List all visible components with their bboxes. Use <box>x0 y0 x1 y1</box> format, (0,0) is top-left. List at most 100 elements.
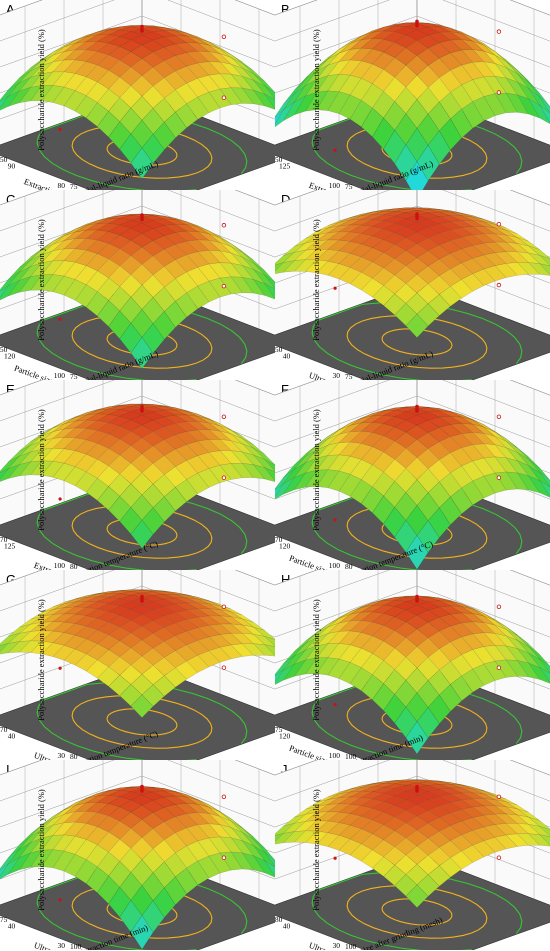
center-point <box>140 404 144 409</box>
center-point <box>140 24 144 29</box>
panel-label: G <box>6 572 16 587</box>
axial-point <box>496 414 502 419</box>
panel-label: A <box>6 2 15 17</box>
x-tick-label: 75 <box>275 725 283 734</box>
x-tick-label: 75 <box>70 182 78 190</box>
x-tick-label: 100 <box>345 752 357 760</box>
panel-label: H <box>281 572 290 587</box>
axial-point <box>221 475 227 480</box>
axial-point <box>496 90 502 95</box>
axial-point <box>333 856 337 860</box>
z-axis: 2025303540Polysaccharide extraction yiel… <box>311 409 321 531</box>
response-surface <box>0 213 275 370</box>
y-tick-label: 125 <box>279 161 291 170</box>
z-axis: 2025303540Polysaccharide extraction yiel… <box>311 789 321 911</box>
x-tick-label: 100 <box>345 942 357 950</box>
chart-panel-E: E 2025303540Polysaccharide extraction yie… <box>0 380 275 570</box>
center-point <box>415 784 419 789</box>
panel-label: D <box>281 192 290 207</box>
z-axis-label: Polysaccharide extraction yield (%) <box>311 219 321 341</box>
center-point <box>140 784 144 789</box>
y-tick-label: 30 <box>333 371 341 380</box>
x-tick-label: 70 <box>0 535 8 544</box>
x-tick-label: 80 <box>345 562 353 570</box>
panel-label: J <box>281 762 288 777</box>
axial-point <box>58 317 62 321</box>
chart-panel-H: H 2025303540Polysaccharide extraction yie… <box>275 570 550 760</box>
z-axis-label: Polysaccharide extraction yield (%) <box>36 789 46 911</box>
design-points <box>333 594 502 707</box>
axial-point <box>333 286 337 290</box>
axial-point <box>496 282 502 288</box>
y-tick-label: 40 <box>283 921 291 930</box>
y-tick-label: 80 <box>58 181 66 190</box>
design-points <box>58 213 227 321</box>
chart-panel-D: D 2025303540Polysaccharide extraction yie… <box>275 190 550 380</box>
y-tick-label: 40 <box>8 731 16 740</box>
axial-point <box>333 148 337 152</box>
y-tick-label: 100 <box>329 181 341 190</box>
z-axis: 2025303540Polysaccharide extraction yiel… <box>311 599 321 721</box>
panel-label: I <box>6 762 10 777</box>
axial-point <box>58 127 62 131</box>
z-axis: 2025303540Polysaccharide extraction yiel… <box>36 219 46 341</box>
axial-point <box>496 794 502 799</box>
x-tick-label: 80 <box>70 562 78 570</box>
design-points <box>58 24 227 131</box>
response-surface <box>275 406 550 570</box>
panel-label: E <box>6 382 15 397</box>
axial-point <box>496 222 502 227</box>
chart-panel-B: B 2025303540Polysaccharide extraction yie… <box>275 0 550 190</box>
center-point <box>140 213 144 217</box>
y-tick-label: 100 <box>54 371 66 380</box>
x-tick-label: 75 <box>345 182 353 190</box>
response-surface <box>0 786 275 950</box>
y-tick-label: 40 <box>283 351 291 360</box>
z-axis: 2025303540Polysaccharide extraction yiel… <box>36 409 46 531</box>
response-surface <box>275 22 550 190</box>
surface-chart-C: C 2025303540Polysaccharide extraction yie… <box>0 190 275 380</box>
axial-point <box>496 665 502 670</box>
z-axis-label: Polysaccharide extraction yield (%) <box>311 599 321 721</box>
design-points <box>58 404 227 501</box>
z-axis-label: Polysaccharide extraction yield (%) <box>36 29 46 151</box>
y-tick-label: 120 <box>4 351 16 360</box>
axial-point <box>221 794 227 799</box>
axial-point <box>221 665 227 670</box>
z-axis: 2025303540Polysaccharide extraction yiel… <box>311 29 321 151</box>
y-tick-label: 100 <box>329 561 341 570</box>
x-tick-label: 50 <box>275 155 283 164</box>
y-tick-label: 40 <box>8 921 16 930</box>
x-tick-label: 80 <box>70 752 78 760</box>
response-surface <box>275 207 550 338</box>
axial-point <box>221 855 227 860</box>
x-tick-label: 70 <box>275 535 283 544</box>
x-tick-label: 75 <box>70 372 78 380</box>
response-surface <box>0 25 275 180</box>
x-tick-label: 50 <box>0 155 8 164</box>
y-tick-label: 125 <box>4 541 16 550</box>
z-axis-label: Polysaccharide extraction yield (%) <box>36 409 46 531</box>
axial-point <box>333 518 337 522</box>
x-tick-label: 75 <box>0 915 8 924</box>
center-point <box>415 404 419 409</box>
axial-point <box>496 855 502 860</box>
design-points <box>333 212 502 290</box>
chart-panel-A: A 2025303540Polysaccharide extraction yie… <box>0 0 275 190</box>
x-tick-label: 50 <box>0 345 8 354</box>
x-tick-label: 75 <box>345 372 353 380</box>
center-point <box>415 594 419 599</box>
axial-point <box>221 283 227 289</box>
response-surface <box>275 595 550 755</box>
center-point <box>415 19 419 24</box>
design-points <box>333 784 502 860</box>
axial-point <box>58 497 62 501</box>
y-tick-label: 30 <box>58 751 66 760</box>
z-axis-label: Polysaccharide extraction yield (%) <box>36 599 46 721</box>
y-tick-label: 90 <box>8 161 16 170</box>
axial-point <box>496 475 502 480</box>
z-axis-label: Polysaccharide extraction yield (%) <box>311 409 321 531</box>
axial-point <box>58 898 62 902</box>
axial-point <box>221 34 227 39</box>
